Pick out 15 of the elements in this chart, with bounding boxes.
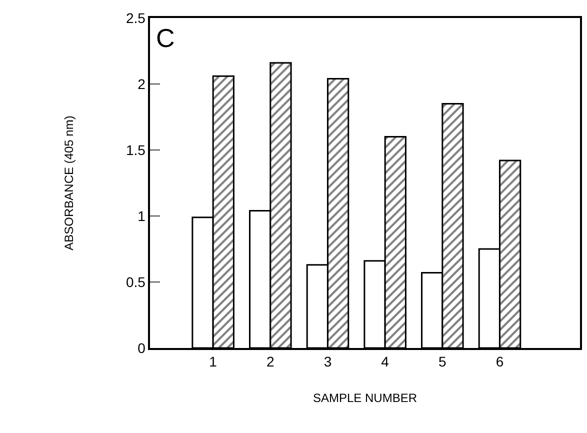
y-tick-label: 1.5: [126, 142, 146, 158]
y-tick-label: 1: [138, 208, 146, 224]
y-axis-title: ABSORBANCE (405 nm): [62, 116, 76, 250]
annotation: C: [156, 23, 175, 53]
x-tick-label: 6: [496, 354, 504, 370]
x-tick-label: 1: [209, 354, 218, 370]
x-tick-label: 2: [266, 354, 274, 370]
y-tick-label: 0.5: [126, 274, 146, 290]
x-tick-label: 3: [324, 354, 332, 370]
x-axis-title: SAMPLE NUMBER: [312, 390, 418, 405]
y-tick-label: 2.5: [126, 10, 146, 26]
x-tick-label: 5: [438, 354, 446, 370]
x-tick-label: 4: [381, 354, 390, 370]
y-tick-label: 0: [138, 340, 146, 356]
y-tick-label: 2: [138, 76, 146, 92]
